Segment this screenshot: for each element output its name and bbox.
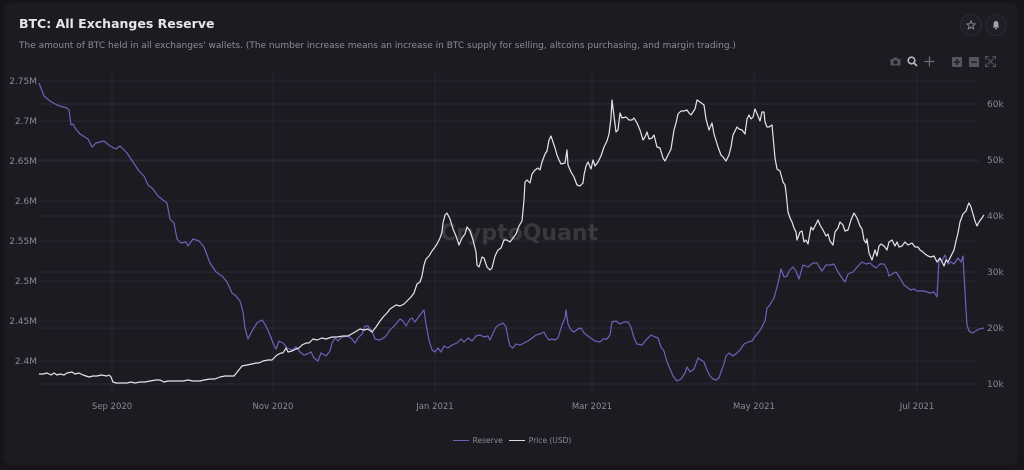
y-axis-left: 2.75M 2.7M 2.65M 2.6M 2.55M 2.5M 2.45M 2… [9,77,37,367]
reserve-line [38,82,985,382]
alert-button[interactable] [985,14,1007,36]
chart-card [4,3,1018,465]
autoscale-icon[interactable] [985,56,996,67]
zoom-out-icon[interactable] [968,56,979,67]
legend-item-price[interactable]: Price (USD) [508,436,572,445]
svg-text:2.5M: 2.5M [15,277,37,287]
chart-title: BTC: All Exchanges Reserve [19,16,215,31]
price-line [39,99,985,384]
grid-lines-left [38,80,978,362]
svg-text:40k: 40k [987,212,1004,222]
camera-icon[interactable] [890,56,901,67]
legend-item-reserve[interactable]: Reserve [452,436,503,445]
chart-toolbar [890,56,996,67]
svg-text:Sep 2020: Sep 2020 [92,402,132,412]
svg-text:2.7M: 2.7M [15,117,37,127]
svg-text:May 2021: May 2021 [733,402,775,412]
svg-text:2.55M: 2.55M [9,237,37,247]
svg-text:2.4M: 2.4M [15,357,37,367]
svg-text:Jul 2021: Jul 2021 [899,402,935,412]
grid-lines-right [38,103,978,385]
price-swatch [508,440,525,441]
y-axis-right: 60k 50k 40k 30k 20k 10k [987,100,1004,390]
svg-text:2.6M: 2.6M [15,197,37,207]
svg-text:10k: 10k [987,380,1004,390]
bell-icon [992,21,1000,30]
legend-label-reserve: Reserve [472,436,503,445]
zoom-icon[interactable] [907,56,918,67]
star-icon [966,20,976,30]
chart-description: The amount of BTC held in all exchanges'… [19,41,736,51]
svg-text:50k: 50k [987,156,1004,166]
svg-text:20k: 20k [987,324,1004,334]
pan-icon[interactable] [924,56,935,67]
chart-legend: Reserve Price (USD) [0,436,1024,445]
zoom-in-icon[interactable] [951,56,962,67]
svg-text:2.45M: 2.45M [9,317,37,327]
reserve-swatch [452,440,469,441]
svg-text:60k: 60k [987,100,1004,110]
svg-text:Nov 2020: Nov 2020 [253,402,294,412]
svg-text:Mar 2021: Mar 2021 [572,402,612,412]
favorite-button[interactable] [960,14,982,36]
svg-text:30k: 30k [987,268,1004,278]
svg-text:2.65M: 2.65M [9,157,37,167]
legend-label-price: Price (USD) [528,436,572,445]
svg-text:Jan 2021: Jan 2021 [415,402,453,412]
x-axis: Sep 2020 Nov 2020 Jan 2021 Mar 2021 May … [92,402,934,412]
svg-text:2.75M: 2.75M [9,77,37,87]
